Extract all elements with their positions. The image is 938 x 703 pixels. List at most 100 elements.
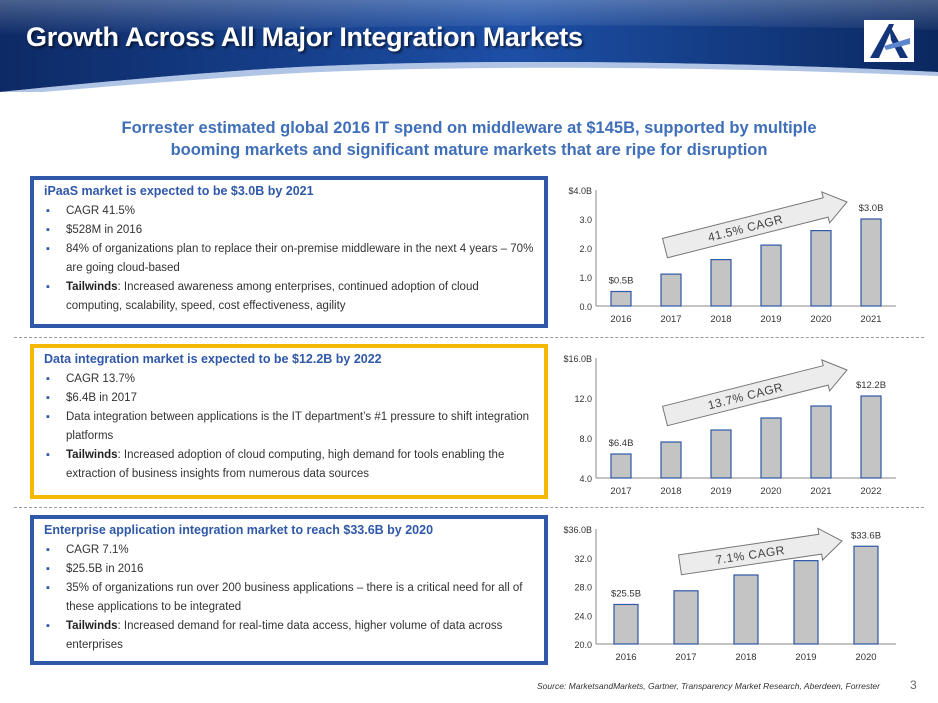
bullet-item: $25.5B in 2016: [44, 560, 534, 579]
tailwinds-text: : Increased demand for real-time data ac…: [66, 620, 503, 651]
bar-chart-svg: 20.0 24.0 28.0 32.0 $36.0B 2016 2017 2018 2019 20…: [563, 525, 896, 663]
cagr-arrow-shape: [661, 191, 848, 259]
tailwinds-text: : Increased adoption of cloud computing,…: [66, 449, 505, 480]
bar: [793, 560, 819, 645]
bar: [860, 395, 882, 479]
bullet-item: 84% of organizations plan to replace the…: [44, 240, 534, 278]
x-tick-label: 2018: [660, 486, 681, 497]
header-banner: [0, 0, 938, 92]
y-tick-label: $36.0B: [563, 525, 592, 535]
data-label-first: $6.4B: [609, 438, 634, 449]
x-tick-label: 2019: [710, 486, 731, 497]
bar: [610, 290, 632, 307]
y-tick-label: $16.0B: [563, 354, 592, 364]
x-tick-label: 2020: [760, 486, 781, 497]
cagr-label: 13.7% CAGR: [706, 380, 784, 412]
section-title: Data integration market is expected to b…: [44, 352, 382, 366]
bar: [660, 441, 682, 479]
x-tick-label: 2022: [860, 486, 881, 497]
x-tick-label: 2017: [610, 486, 631, 497]
y-tick-label: 28.0: [574, 583, 592, 593]
y-tick-label: 24.0: [574, 611, 592, 621]
x-tick-label: 2016: [615, 652, 636, 663]
bar: [710, 429, 732, 479]
y-tick-label: 8.0: [579, 434, 592, 444]
x-tick-label: 2019: [760, 314, 781, 325]
data-label-first: $25.5B: [611, 588, 641, 599]
page-title: Growth Across All Major Integration Mark…: [26, 22, 583, 52]
y-tick-label: 1.0: [579, 273, 592, 283]
data-integration-chart: 4.0 8.0 12.0 $16.0B 2017 2018 2019 2020 2021 2022…: [556, 344, 916, 504]
section-divider: [14, 507, 924, 508]
bullet-item: CAGR 7.1%: [44, 541, 534, 560]
bullet-item: CAGR 13.7%: [44, 370, 534, 389]
x-tick-label: 2018: [710, 314, 731, 325]
bar: [853, 545, 879, 645]
tailwinds-label: Tailwinds: [66, 449, 118, 461]
subtitle-line-2: booming markets and significant mature m…: [170, 141, 768, 159]
x-tick-label: 2021: [810, 486, 831, 497]
y-tick-label: 20.0: [574, 640, 592, 650]
source-note: Source: MarketsandMarkets, Gartner, Tran…: [537, 681, 880, 691]
data-integration-section: Data integration market is expected to b…: [30, 344, 548, 499]
y-tick-label: 3.0: [579, 215, 592, 225]
bar: [610, 453, 632, 479]
x-tick-label: 2017: [660, 314, 681, 325]
y-tick-label: 4.0: [579, 474, 592, 484]
y-tick-label: $4.0B: [568, 186, 592, 196]
bar: [810, 405, 832, 479]
enterprise-app-integration-section: Enterprise application integration marke…: [30, 515, 548, 665]
bar: [710, 258, 732, 307]
bullet-item: $6.4B in 2017: [44, 389, 534, 408]
data-label-last: $33.6B: [851, 530, 881, 541]
x-tick-label: 2016: [610, 314, 631, 325]
x-tick-label: 2019: [795, 652, 816, 663]
cagr-arrow: 7.1% CAGR: [677, 527, 843, 576]
x-tick-label: 2018: [735, 652, 756, 663]
bar: [673, 590, 699, 645]
bullet-list: CAGR 41.5% $528M in 2016 84% of organiza…: [44, 202, 534, 316]
x-tick-label: 2020: [810, 314, 831, 325]
tailwinds-label: Tailwinds: [66, 620, 118, 632]
x-tick-label: 2017: [675, 652, 696, 663]
bullet-list: CAGR 13.7% $6.4B in 2017 Data integratio…: [44, 370, 534, 484]
bullet-item: $528M in 2016: [44, 221, 534, 240]
y-tick-label: 0.0: [579, 302, 592, 312]
section-title: Enterprise application integration marke…: [44, 523, 434, 537]
bar: [810, 229, 832, 307]
x-tick-label: 2020: [855, 652, 876, 663]
y-tick-label: 2.0: [579, 244, 592, 254]
bullet-item: 35% of organizations run over 200 busine…: [44, 579, 534, 617]
bullet-item-tailwinds: Tailwinds: Increased awareness among ent…: [44, 278, 534, 316]
section-divider: [14, 337, 924, 338]
bar: [733, 574, 759, 645]
subtitle-line-1: Forrester estimated global 2016 IT spend…: [121, 119, 817, 137]
data-label-first: $0.5B: [609, 276, 634, 287]
y-tick-label: 12.0: [574, 394, 592, 404]
data-label-last: $12.2B: [856, 380, 886, 391]
bar-chart-svg: 0.0 1.0 2.0 3.0 $4.0B 2016 2017 2018 2019 2020 202…: [568, 186, 896, 325]
cagr-arrow-shape: [677, 527, 843, 576]
data-label-last: $3.0B: [859, 203, 884, 214]
bar: [760, 417, 782, 479]
bullet-item: CAGR 41.5%: [44, 202, 534, 221]
bar-chart-svg: 4.0 8.0 12.0 $16.0B 2017 2018 2019 2020 2021 2022…: [563, 354, 896, 497]
ipaas-chart: 0.0 1.0 2.0 3.0 $4.0B 2016 2017 2018 2019 2020 202…: [556, 176, 916, 332]
bar: [660, 273, 682, 307]
x-tick-label: 2021: [860, 314, 881, 325]
bullet-item: Data integration between applications is…: [44, 408, 534, 446]
subtitle: Forrester estimated global 2016 IT spend…: [40, 117, 898, 161]
cagr-label: 41.5% CAGR: [706, 212, 784, 244]
y-tick-label: 32.0: [574, 554, 592, 564]
page-number: 3: [910, 678, 917, 692]
bar: [760, 244, 782, 307]
enterprise-app-integration-chart: 20.0 24.0 28.0 32.0 $36.0B 2016 2017 2018 2019 20…: [556, 515, 916, 670]
bar: [860, 218, 882, 307]
section-title: iPaaS market is expected to be $3.0B by …: [44, 184, 314, 198]
ipaas-section: iPaaS market is expected to be $3.0B by …: [30, 176, 548, 328]
company-logo-icon: [864, 20, 914, 62]
bullet-list: CAGR 7.1% $25.5B in 2016 35% of organiza…: [44, 541, 534, 655]
tailwinds-text: : Increased awareness among enterprises,…: [66, 281, 479, 312]
tailwinds-label: Tailwinds: [66, 281, 118, 293]
bullet-item-tailwinds: Tailwinds: Increased demand for real-tim…: [44, 617, 534, 655]
